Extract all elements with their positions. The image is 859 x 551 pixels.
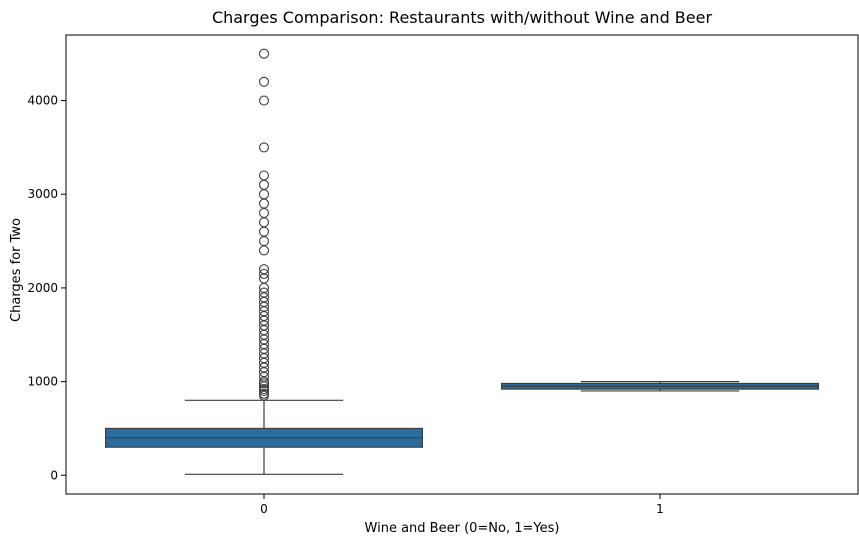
outlier-point <box>258 76 270 87</box>
outlier-point <box>258 179 270 190</box>
outlier-point <box>258 268 270 279</box>
outlier-point <box>258 198 270 209</box>
x-tick-label: 0 <box>260 502 268 516</box>
outlier-point <box>258 48 270 59</box>
y-tick-label: 0 <box>50 468 58 482</box>
plot-area: 0 1000 2000 3000 4000 0 1 <box>27 48 819 516</box>
outlier-point <box>258 384 270 395</box>
y-axis-label: Charges for Two <box>9 218 24 322</box>
chart-title: Charges Comparison: Restaurants with/wit… <box>212 8 713 27</box>
y-tick-label: 1000 <box>27 375 58 389</box>
y-tick-label: 3000 <box>27 187 58 201</box>
outlier-point <box>258 142 270 153</box>
outlier-point <box>258 189 270 200</box>
outlier-point <box>258 388 270 399</box>
y-tick-label: 2000 <box>27 281 58 295</box>
outlier-point <box>258 236 270 247</box>
outlier-point <box>258 207 270 219</box>
x-tick-label: 1 <box>656 502 664 516</box>
x-axis-label: Wine and Beer (0=No, 1=Yes) <box>365 521 560 536</box>
outlier-point <box>258 95 270 106</box>
outlier-point <box>258 287 270 298</box>
outlier-point <box>258 264 270 275</box>
plot-frame <box>65 34 859 495</box>
y-tick-label: 4000 <box>27 94 58 108</box>
outlier-point <box>258 245 270 256</box>
outlier-point <box>258 226 270 237</box>
outlier-point <box>258 217 270 228</box>
outlier-point <box>258 170 270 181</box>
